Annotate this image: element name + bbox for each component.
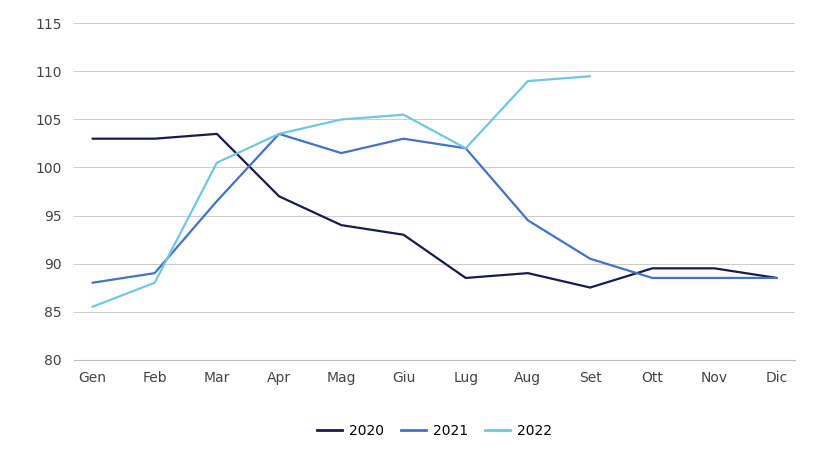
2020	[398, 232, 408, 237]
2020	[585, 285, 595, 290]
2020	[211, 131, 221, 136]
2020	[150, 136, 160, 142]
2021	[708, 275, 718, 281]
Line: 2020: 2020	[93, 134, 776, 288]
2021	[274, 131, 283, 136]
2021	[336, 150, 346, 156]
2021	[150, 271, 160, 276]
2021	[88, 280, 97, 285]
2022	[274, 131, 283, 136]
2022	[336, 117, 346, 122]
2021	[647, 275, 657, 281]
2021	[460, 146, 470, 151]
2020	[771, 275, 781, 281]
2021	[398, 136, 408, 142]
2020	[336, 222, 346, 228]
2020	[647, 266, 657, 271]
2022	[88, 304, 97, 309]
2020	[523, 271, 532, 276]
2022	[398, 112, 408, 118]
2020	[460, 275, 470, 281]
2020	[88, 136, 97, 142]
Legend: 2020, 2021, 2022: 2020, 2021, 2022	[311, 419, 557, 443]
2022	[585, 73, 595, 79]
2021	[523, 218, 532, 223]
Line: 2022: 2022	[93, 76, 590, 307]
Line: 2021: 2021	[93, 134, 776, 283]
2021	[771, 275, 781, 281]
2022	[150, 280, 160, 285]
2021	[211, 198, 221, 204]
2022	[460, 146, 470, 151]
2022	[523, 78, 532, 84]
2020	[708, 266, 718, 271]
2022	[211, 160, 221, 165]
2021	[585, 256, 595, 261]
2020	[274, 194, 283, 199]
